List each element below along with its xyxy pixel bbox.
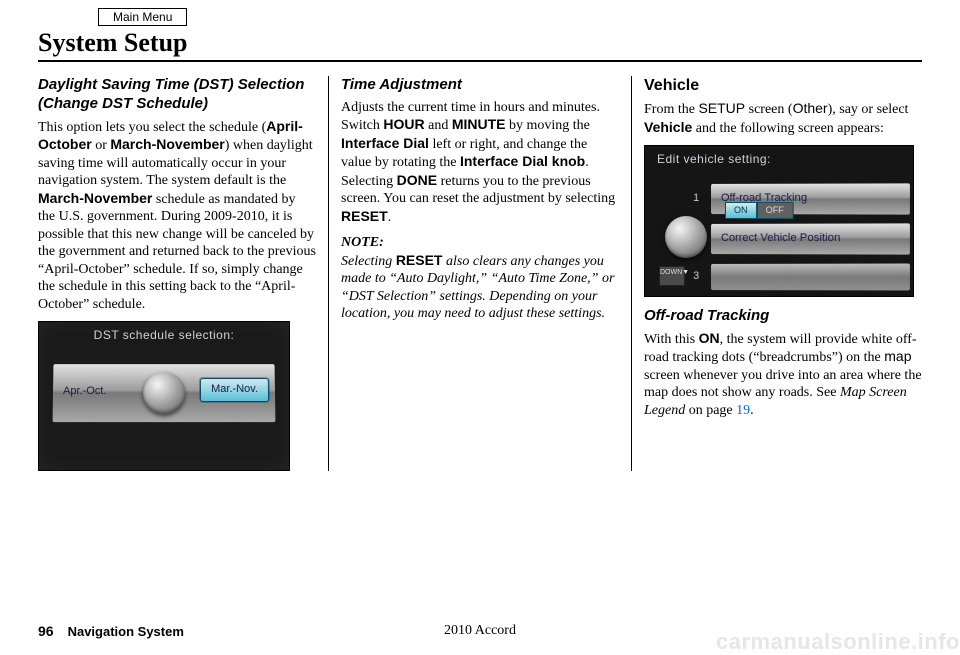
dst-option-apr-oct[interactable]: Apr.-Oct. xyxy=(59,382,111,402)
offroad-toggle[interactable]: ONOFF xyxy=(725,202,793,219)
footer-model: 2010 Accord xyxy=(444,623,516,639)
vehicle-screenshot: Edit vehicle setting: 1 Off-road Trackin… xyxy=(644,145,914,297)
text-sans: SETUP xyxy=(698,100,745,116)
down-button[interactable]: DOWN▼ xyxy=(659,266,685,286)
content-columns: Daylight Saving Time (DST) Selection (Ch… xyxy=(38,76,922,471)
text-bold: ON xyxy=(699,330,720,346)
toggle-on[interactable]: ON xyxy=(725,202,757,219)
column-1: Daylight Saving Time (DST) Selection (Ch… xyxy=(38,76,328,471)
page-title: System Setup xyxy=(38,28,922,62)
dst-panel: Apr.-Oct. Mar.-Nov. xyxy=(53,364,276,422)
page-number: 96 xyxy=(38,623,54,639)
time-adj-heading: Time Adjustment xyxy=(341,76,619,95)
vehicle-row-correct-position[interactable]: 2 Correct Vehicle Position xyxy=(711,223,910,254)
text: on page xyxy=(685,403,736,418)
row-label: Correct Vehicle Position xyxy=(721,232,841,246)
text-sans: Other xyxy=(793,100,828,116)
text: by moving the xyxy=(506,118,590,133)
note-bold: RESET xyxy=(396,252,443,268)
vehicle-heading: Vehicle xyxy=(644,76,922,96)
column-2: Time Adjustment Adjusts the current time… xyxy=(328,76,631,471)
dst-shot-title: DST schedule selection: xyxy=(39,322,289,355)
dial-knob-icon[interactable] xyxy=(665,216,707,258)
text-bold: MINUTE xyxy=(452,116,506,132)
row-number: 3 xyxy=(693,270,699,284)
text-bold: RESET xyxy=(341,208,388,224)
page-link-19[interactable]: 19 xyxy=(736,403,750,418)
row-number: 1 xyxy=(693,192,699,206)
text: . xyxy=(750,403,754,418)
text-bold: DONE xyxy=(397,172,437,188)
text: ), say or select xyxy=(828,102,909,117)
text: From the xyxy=(644,102,698,117)
column-3: Vehicle From the SETUP screen (Other), s… xyxy=(631,76,922,471)
dial-knob-icon[interactable] xyxy=(143,372,185,414)
text-bold: Interface Dial xyxy=(341,135,429,151)
main-menu-button[interactable]: Main Menu xyxy=(98,8,187,26)
vehicle-row-3[interactable]: 3 xyxy=(711,263,910,290)
note-paragraph: NOTE: Selecting RESET also clears any ch… xyxy=(341,234,619,323)
text-sans: map xyxy=(884,348,911,364)
text-bold: March-November xyxy=(38,190,152,206)
toggle-off[interactable]: OFF xyxy=(757,202,794,219)
text-bold: Interface Dial knob xyxy=(460,153,585,169)
text: This option lets you select the schedule… xyxy=(38,120,266,135)
vehicle-intro: From the SETUP screen (Other), say or se… xyxy=(644,100,922,137)
text-bold: HOUR xyxy=(383,116,424,132)
vehicle-shot-title: Edit vehicle setting: xyxy=(645,146,913,167)
text: and the following screen appears: xyxy=(692,121,884,136)
text: screen ( xyxy=(745,102,792,117)
dst-paragraph: This option lets you select the schedule… xyxy=(38,118,316,314)
dst-option-mar-nov[interactable]: Mar.-Nov. xyxy=(200,378,269,402)
offroad-paragraph: With this ON, the system will provide wh… xyxy=(644,330,922,420)
dst-heading: Daylight Saving Time (DST) Selection (Ch… xyxy=(38,76,316,114)
text: . xyxy=(388,210,392,225)
note-label: NOTE: xyxy=(341,235,384,250)
text: With this xyxy=(644,332,699,347)
dst-screenshot: DST schedule selection: Apr.-Oct. Mar.-N… xyxy=(38,321,290,471)
text-bold: March-November xyxy=(110,136,224,152)
text: schedule as mandated by the U.S. governm… xyxy=(38,192,316,312)
time-adj-paragraph: Adjusts the current time in hours and mi… xyxy=(341,99,619,227)
footer-label: Navigation System xyxy=(68,624,184,639)
watermark: carmanualsonline.info xyxy=(716,629,960,655)
offroad-heading: Off-road Tracking xyxy=(644,307,922,326)
text-bold: Vehicle xyxy=(644,119,692,135)
text: or xyxy=(92,138,111,153)
note-text: Selecting xyxy=(341,254,396,269)
text: and xyxy=(425,118,452,133)
